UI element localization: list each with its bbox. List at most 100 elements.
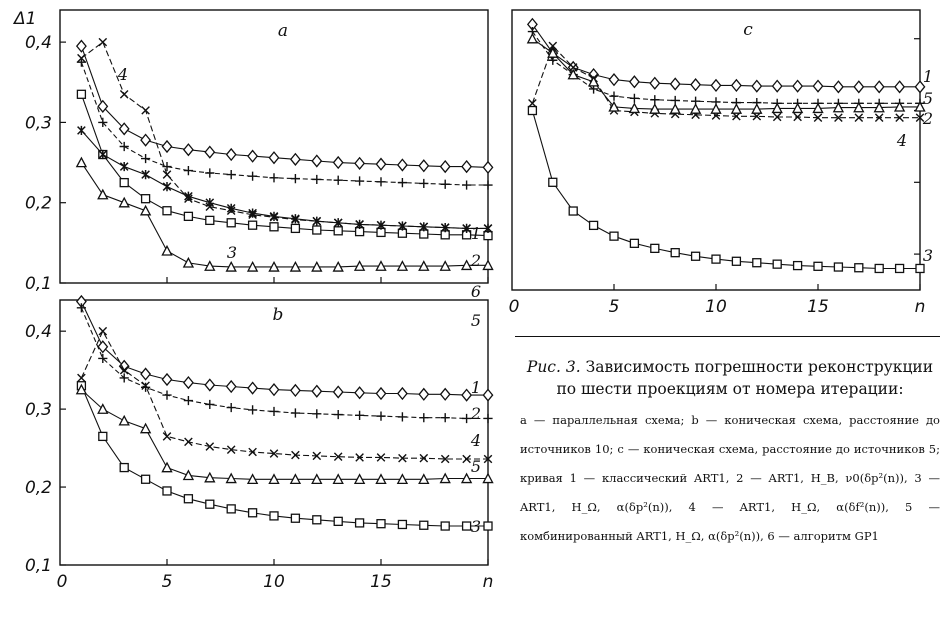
data-point (874, 113, 884, 122)
data-point (396, 260, 409, 271)
data-point (439, 472, 451, 484)
series-1: 1 (526, 17, 933, 94)
data-point (269, 222, 279, 232)
series-line (80, 162, 488, 268)
data-point (730, 78, 742, 93)
data-point (483, 223, 493, 233)
data-point (140, 133, 152, 147)
data-point (608, 73, 620, 87)
data-point (141, 381, 150, 391)
data-point (854, 263, 864, 273)
data-point (650, 243, 660, 254)
data-point (76, 303, 86, 313)
data-point (355, 410, 365, 420)
data-point (548, 41, 558, 51)
data-point (140, 194, 151, 204)
data-point (812, 102, 824, 114)
data-point (225, 379, 237, 394)
data-point (894, 263, 905, 274)
data-point (482, 472, 494, 484)
y-axis-label: Δ1 (12, 9, 36, 29)
data-point (482, 259, 494, 271)
data-point (289, 260, 302, 272)
data-point (118, 122, 130, 136)
data-point (139, 204, 152, 216)
x-tick-label: 0 (57, 572, 68, 592)
data-point (568, 63, 578, 72)
data-point (225, 147, 237, 162)
data-point (162, 390, 172, 400)
data-point (793, 112, 802, 122)
data-point (333, 516, 343, 527)
series-label: 2 (470, 251, 481, 270)
data-point (75, 383, 88, 395)
data-point (182, 143, 194, 157)
data-point (873, 80, 885, 94)
data-point (269, 449, 279, 458)
data-point (439, 159, 451, 174)
data-point (528, 99, 537, 108)
data-point (461, 521, 472, 531)
data-point (332, 155, 344, 170)
chart-panel-a: 0,1 0,2 0,3 0,4 Δ1 a 1 2 3 4 5 6 (12, 9, 494, 330)
data-point (396, 158, 408, 172)
data-point (440, 413, 450, 423)
data-point (915, 263, 925, 274)
data-point (526, 32, 539, 44)
caption-rule (515, 336, 940, 337)
series-label: 2 (922, 109, 933, 128)
data-point (874, 263, 884, 274)
data-point (568, 206, 578, 216)
data-point (268, 151, 280, 165)
data-point (608, 100, 620, 112)
data-point (75, 156, 88, 168)
data-point (141, 382, 151, 392)
data-point (376, 177, 386, 187)
series-label: 1 (471, 378, 481, 397)
data-point (376, 519, 386, 529)
data-point (182, 256, 195, 268)
series-label: 3 (923, 246, 933, 265)
panel-label: b (273, 305, 284, 325)
y-tick-label: 0,1 (25, 556, 52, 576)
data-point (290, 223, 301, 234)
data-point (731, 256, 742, 266)
panel-label: c (743, 20, 753, 40)
series-3: 3 (76, 381, 493, 536)
data-point (440, 222, 450, 233)
data-point (141, 170, 150, 180)
series-6: 6 (77, 125, 493, 301)
data-point (161, 139, 173, 154)
data-point (460, 472, 473, 484)
data-point (291, 450, 300, 460)
data-point (332, 385, 344, 399)
series-label: 3 (471, 517, 481, 536)
series-2: 2 (76, 303, 493, 424)
data-point (792, 79, 804, 93)
data-point (77, 373, 86, 383)
data-point (268, 260, 280, 272)
data-point (587, 75, 600, 87)
data-point (247, 381, 259, 395)
data-point (418, 260, 430, 271)
data-point (162, 161, 172, 172)
data-point (711, 254, 721, 264)
data-point (182, 375, 194, 390)
data-point (914, 80, 926, 94)
data-point (248, 447, 257, 457)
data-point (853, 101, 865, 113)
data-point (183, 395, 193, 406)
data-point (97, 99, 109, 113)
data-point (895, 113, 904, 122)
data-point (269, 406, 279, 417)
data-point (462, 180, 472, 190)
data-point (290, 408, 300, 418)
data-point (791, 102, 804, 114)
data-point (376, 411, 386, 421)
data-point (204, 471, 216, 483)
chart-panel-b: 0,1 0,2 0,3 0,4 0 5 10 15 n b 1 2 3 4 5 (25, 294, 494, 592)
data-point (183, 211, 194, 222)
data-point (649, 103, 661, 114)
x-tick-label: 0 (509, 297, 520, 317)
